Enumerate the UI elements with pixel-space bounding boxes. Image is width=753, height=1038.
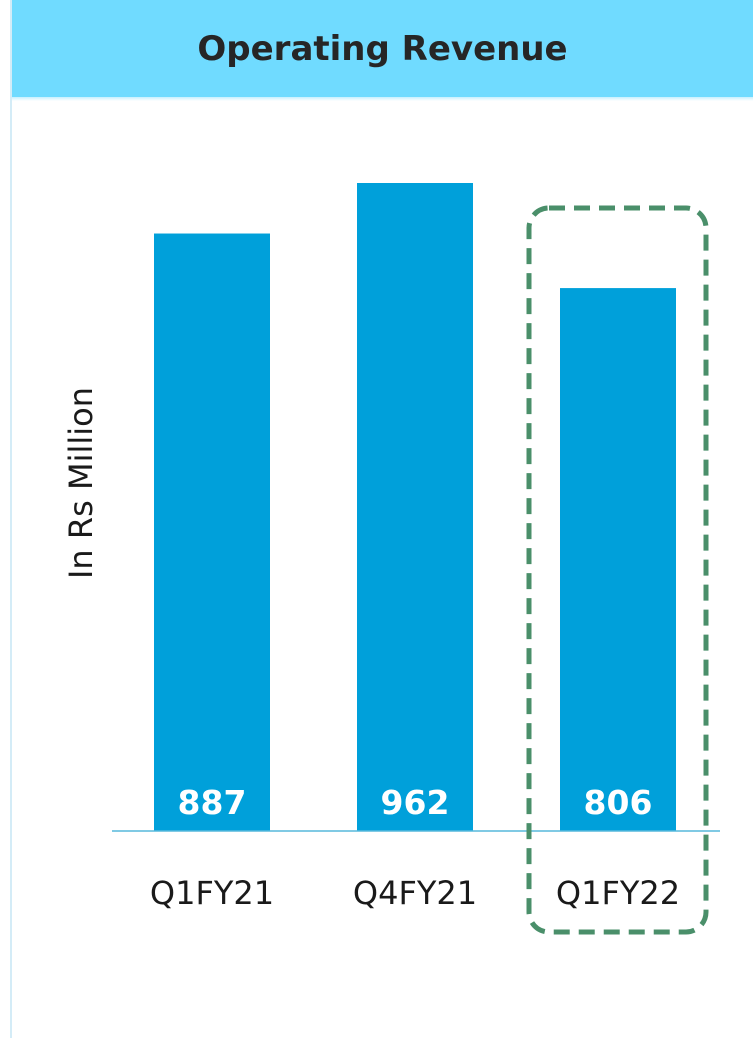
chart-title: Operating Revenue: [12, 0, 753, 97]
bar-value-label: 962: [381, 783, 450, 822]
x-tick-label: Q1FY21: [150, 874, 274, 912]
bar: [357, 183, 473, 831]
bar: [560, 288, 676, 832]
highlight-box: [526, 205, 709, 935]
bar-value-label: 806: [584, 783, 653, 822]
y-axis-label: In Rs Million: [62, 387, 100, 579]
header-divider: [12, 97, 753, 101]
bar-value-label: 887: [178, 783, 247, 822]
x-tick-label: Q1FY22: [556, 874, 680, 912]
bar: [154, 233, 270, 831]
x-tick-label: Q4FY21: [353, 874, 477, 912]
